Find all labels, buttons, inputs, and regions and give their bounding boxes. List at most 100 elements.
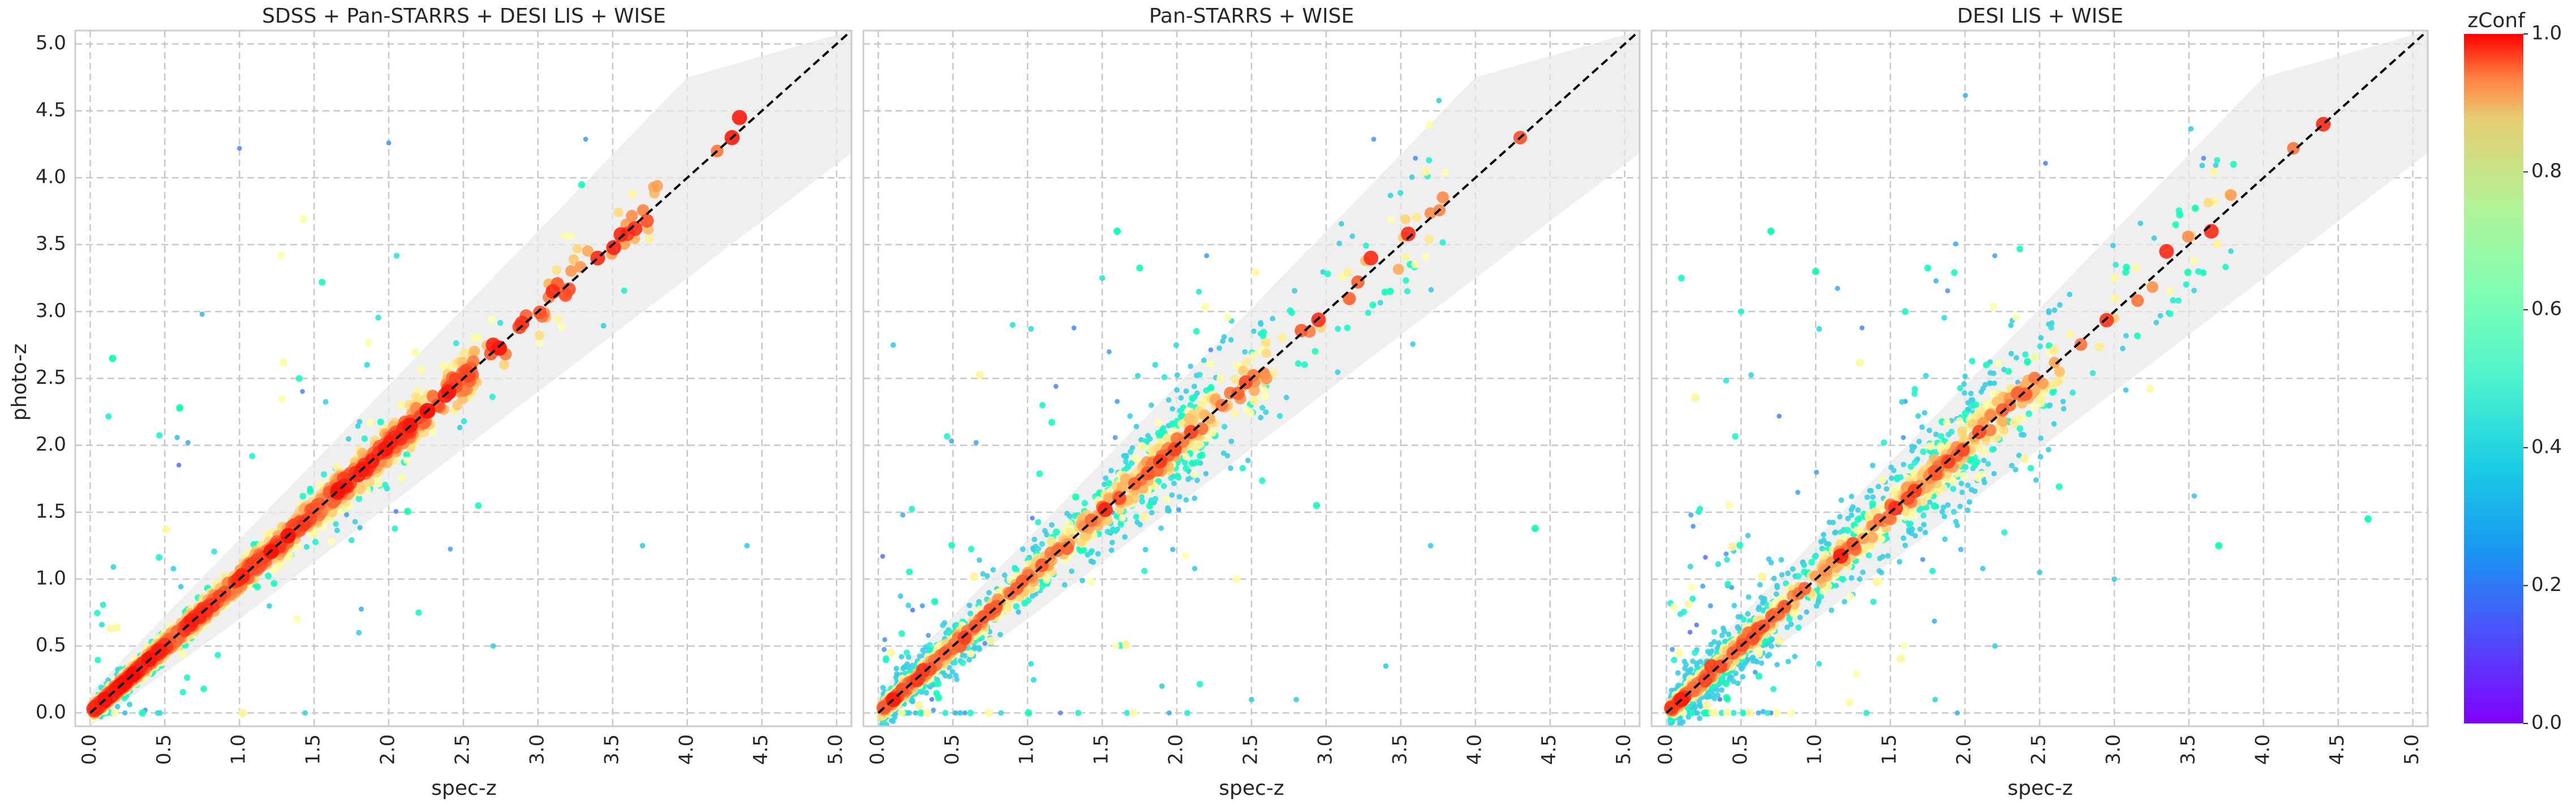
- data-point: [1115, 399, 1120, 404]
- data-point: [1850, 504, 1856, 510]
- data-point: [1080, 577, 1085, 584]
- data-point: [2099, 312, 2114, 328]
- data-point: [984, 573, 990, 579]
- data-point: [1709, 688, 1715, 695]
- data-point: [1694, 622, 1699, 628]
- data-point: [321, 471, 328, 478]
- data-point: [1888, 464, 1894, 470]
- data-point: [1071, 325, 1077, 331]
- data-point: [393, 252, 400, 259]
- data-point: [1048, 522, 1055, 528]
- data-point: [1695, 710, 1700, 716]
- data-point: [211, 548, 217, 555]
- data-point: [1933, 431, 1939, 438]
- x-tick-label: 4.0: [1463, 734, 1486, 765]
- data-point: [199, 311, 205, 317]
- data-point: [879, 721, 885, 726]
- data-point: [1774, 662, 1780, 667]
- data-point: [1184, 709, 1190, 716]
- data-point: [178, 584, 184, 590]
- data-point: [334, 528, 340, 533]
- data-point: [1989, 302, 1998, 311]
- data-point: [1950, 486, 1956, 493]
- data-point: [1733, 670, 1739, 676]
- data-point: [411, 348, 420, 357]
- data-point: [300, 389, 305, 394]
- data-point: [1900, 435, 1906, 440]
- data-point: [1152, 495, 1159, 502]
- data-point: [1401, 252, 1410, 262]
- data-point: [1992, 253, 1998, 259]
- data-point: [1251, 328, 1257, 334]
- data-point: [1771, 575, 1777, 581]
- data-point: [980, 571, 986, 577]
- data-point: [898, 630, 905, 637]
- x-tick-label: 1.0: [227, 734, 250, 765]
- data-point: [1855, 507, 1861, 513]
- data-point: [270, 580, 278, 587]
- data-point: [2110, 273, 2119, 282]
- data-point: [1425, 234, 1434, 244]
- data-point: [1684, 600, 1693, 609]
- data-point: [1755, 673, 1762, 680]
- data-point: [382, 481, 389, 488]
- data-point: [1439, 239, 1446, 246]
- data-point: [105, 413, 112, 420]
- data-point: [417, 366, 425, 374]
- data-point: [1060, 541, 1074, 555]
- data-point: [1992, 643, 1998, 649]
- data-point: [2113, 262, 2119, 268]
- data-point: [322, 399, 329, 405]
- panel-3-frame: [1650, 29, 2429, 727]
- data-point: [1760, 709, 1766, 714]
- data-point: [880, 554, 885, 559]
- data-point: [1249, 351, 1258, 360]
- data-point: [122, 710, 128, 716]
- panel-1-y-tick-labels: 0.0 0.5 1.0 1.5 2.0 2.5 3.0 3.5 4.0 4.5 5.0: [36, 32, 66, 723]
- data-point: [1195, 289, 1202, 295]
- data-point: [1972, 488, 1978, 494]
- data-point: [2012, 313, 2020, 322]
- data-point: [1166, 397, 1172, 403]
- data-point: [962, 710, 967, 716]
- data-point: [1166, 710, 1172, 716]
- data-point: [139, 709, 146, 717]
- data-point: [1962, 390, 1968, 396]
- data-point: [277, 251, 286, 260]
- data-point: [645, 234, 654, 243]
- data-point: [276, 561, 285, 570]
- data-point: [975, 370, 984, 379]
- data-point: [1193, 328, 1200, 335]
- data-point: [1748, 372, 1754, 378]
- data-point: [1276, 413, 1283, 419]
- data-point: [266, 603, 272, 609]
- data-point: [1669, 727, 1675, 733]
- data-point: [1896, 559, 1903, 565]
- data-point: [1392, 263, 1404, 275]
- data-point: [94, 610, 101, 616]
- data-point: [1965, 482, 1971, 489]
- data-point: [1087, 577, 1095, 585]
- data-point: [109, 354, 117, 362]
- data-point: [1832, 530, 1838, 536]
- data-point: [2132, 263, 2140, 272]
- data-point: [1042, 528, 1048, 534]
- data-point: [1169, 406, 1176, 412]
- data-point: [568, 254, 579, 265]
- data-point: [2172, 221, 2179, 229]
- data-point: [1052, 528, 1060, 536]
- data-point: [952, 710, 958, 716]
- data-point: [1140, 512, 1149, 521]
- data-point: [1675, 648, 1683, 657]
- data-point: [1999, 425, 2009, 435]
- data-point: [2016, 245, 2023, 252]
- data-point: [1930, 502, 1938, 510]
- data-point: [1870, 494, 1876, 500]
- data-point: [1719, 687, 1725, 693]
- data-point: [1089, 548, 1095, 554]
- data-point: [1222, 423, 1228, 430]
- data-point: [355, 495, 363, 502]
- data-point: [2074, 338, 2088, 351]
- data-point: [1785, 658, 1791, 665]
